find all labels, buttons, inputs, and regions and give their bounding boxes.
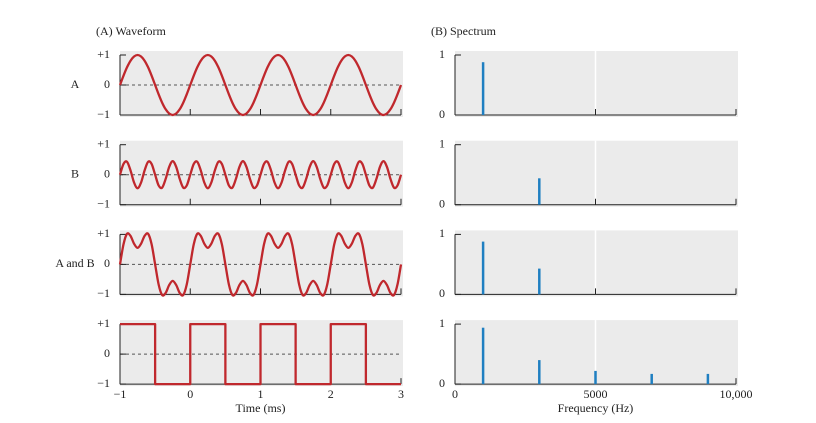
x-tick-label: 0 xyxy=(187,387,193,401)
y-tick-label: −1 xyxy=(97,376,110,390)
y-tick-label: 0 xyxy=(104,346,110,360)
plot-background xyxy=(455,140,738,207)
y-tick-label: 0 xyxy=(104,166,110,180)
y-tick-label: 1 xyxy=(439,226,445,240)
y-tick-label: +1 xyxy=(97,226,110,240)
waveform xyxy=(120,322,401,386)
y-tick-label: +1 xyxy=(97,47,110,61)
x-axis-label: Frequency (Hz) xyxy=(558,401,634,415)
y-tick-label: 0 xyxy=(439,107,445,121)
panel-title: (A) Waveform xyxy=(96,24,166,38)
row-label: B xyxy=(71,166,79,180)
y-tick-label: 0 xyxy=(439,286,445,300)
plot-background xyxy=(455,51,738,117)
y-tick-label: 0 xyxy=(104,256,110,270)
y-tick-label: 0 xyxy=(104,77,110,91)
x-tick-label: 1 xyxy=(258,387,264,401)
y-tick-label: 1 xyxy=(439,47,445,61)
x-tick-label: 0 xyxy=(452,387,458,401)
y-tick-label: 1 xyxy=(439,136,445,150)
waveform xyxy=(118,53,403,117)
waveform xyxy=(118,160,403,190)
x-axis-label: Time (ms) xyxy=(236,401,286,415)
waveform xyxy=(118,232,403,297)
x-tick-label: 3 xyxy=(398,387,404,401)
x-tick-label: 10,000 xyxy=(720,387,753,401)
row-label: A xyxy=(71,77,80,91)
row-label: A and B xyxy=(55,256,94,270)
y-tick-label: 0 xyxy=(439,376,445,390)
y-tick-label: 1 xyxy=(439,316,445,330)
panel-title: (B) Spectrum xyxy=(431,24,497,38)
y-tick-label: −1 xyxy=(97,107,110,121)
y-tick-label: −1 xyxy=(97,286,110,300)
y-tick-label: −1 xyxy=(97,196,110,210)
x-tick-label: 5000 xyxy=(584,387,608,401)
y-tick-label: 0 xyxy=(439,196,445,210)
x-tick-label: 2 xyxy=(328,387,334,401)
x-tick-label: −1 xyxy=(114,387,127,401)
y-tick-label: +1 xyxy=(97,136,110,150)
y-tick-label: +1 xyxy=(97,316,110,330)
plot-background xyxy=(455,230,738,297)
